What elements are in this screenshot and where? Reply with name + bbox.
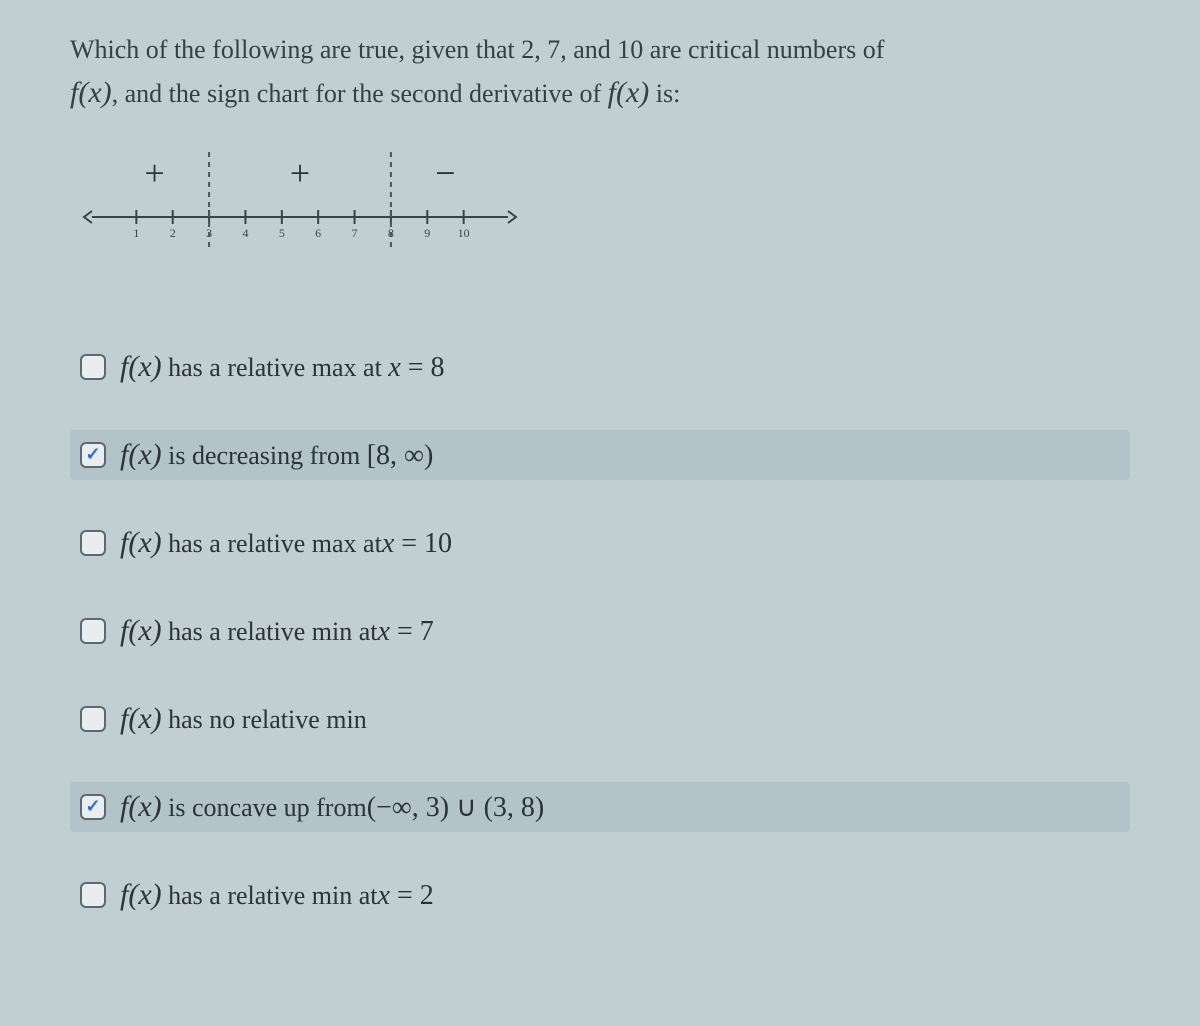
svg-text:10: 10 [458,226,470,240]
option-fx: f(x) [120,790,162,823]
question-post: is: [649,79,680,108]
option-mid: has a relative min at [162,617,378,646]
svg-text:+: + [144,153,164,193]
option-checkbox[interactable] [80,794,106,820]
option-fx: f(x) [120,438,162,471]
option-text: f(x) has a relative min atx = 2 [120,878,434,912]
option-row[interactable]: f(x) has a relative min atx = 7 [70,606,1130,656]
option-text: f(x) has a relative max at x = 8 [120,350,445,384]
option-fx: f(x) [120,614,162,647]
option-tail: x = 7 [378,616,434,647]
option-mid: is decreasing from [162,441,367,470]
option-row[interactable]: f(x) has a relative max at x = 8 [70,342,1130,392]
options-list: f(x) has a relative max at x = 8f(x) is … [70,342,1130,920]
option-mid: is concave up from [162,793,367,822]
question-stem: Which of the following are true, given t… [70,30,1130,117]
sign-chart-svg: 12345678910++− [80,147,520,257]
question-mid: , and the sign chart for the second deri… [112,79,608,108]
option-fx: f(x) [120,878,162,911]
svg-text:−: − [435,153,455,193]
question-line1: Which of the following are true, given t… [70,35,884,64]
option-fx: f(x) [120,350,162,383]
option-checkbox[interactable] [80,618,106,644]
option-text: f(x) has no relative min [120,702,367,736]
option-text: f(x) has a relative max atx = 10 [120,526,452,560]
question-fx-2: f(x) [608,76,650,109]
svg-text:4: 4 [242,226,248,240]
svg-text:7: 7 [352,226,358,240]
option-row[interactable]: f(x) is concave up from(−∞, 3) ∪ (3, 8) [70,782,1130,832]
option-text: f(x) has a relative min atx = 7 [120,614,434,648]
svg-text:5: 5 [279,226,285,240]
option-tail: [8, ∞) [367,440,434,471]
option-checkbox[interactable] [80,442,106,468]
svg-text:1: 1 [133,226,139,240]
option-checkbox[interactable] [80,882,106,908]
question-fx-1: f(x) [70,76,112,109]
option-tail: (−∞, 3) ∪ (3, 8) [367,792,545,823]
option-mid: has a relative max at [162,529,382,558]
option-tail: x = 10 [382,528,452,559]
option-mid: has a relative min at [162,881,378,910]
option-tail: x = 2 [378,880,434,911]
svg-text:6: 6 [315,226,321,240]
svg-text:9: 9 [424,226,430,240]
option-tail: x = 8 [388,352,444,383]
option-mid: has a relative max at [162,353,389,382]
option-text: f(x) is concave up from(−∞, 3) ∪ (3, 8) [120,790,544,824]
option-checkbox[interactable] [80,354,106,380]
option-row[interactable]: f(x) is decreasing from [8, ∞) [70,430,1130,480]
svg-text:+: + [290,153,310,193]
option-fx: f(x) [120,526,162,559]
option-row[interactable]: f(x) has a relative max atx = 10 [70,518,1130,568]
option-row[interactable]: f(x) has no relative min [70,694,1130,744]
sign-chart: 12345678910++− [70,147,1130,262]
option-checkbox[interactable] [80,530,106,556]
option-row[interactable]: f(x) has a relative min atx = 2 [70,870,1130,920]
option-mid: has no relative min [162,705,367,734]
option-text: f(x) is decreasing from [8, ∞) [120,438,433,472]
svg-text:2: 2 [170,226,176,240]
option-fx: f(x) [120,702,162,735]
option-checkbox[interactable] [80,706,106,732]
